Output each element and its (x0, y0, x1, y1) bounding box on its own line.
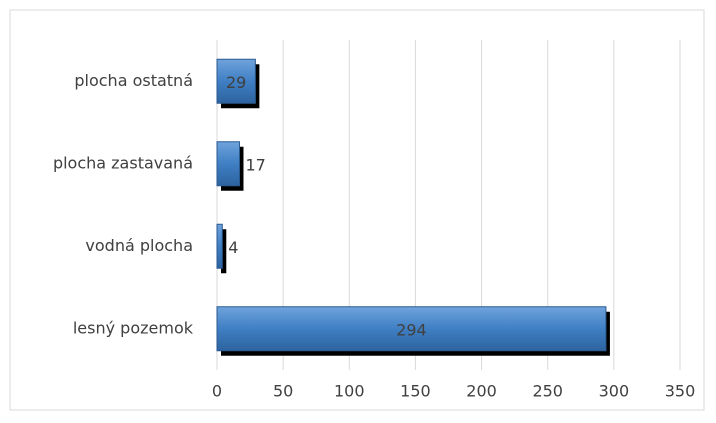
x-tick-label: 200 (466, 382, 497, 401)
x-tick-label: 0 (212, 382, 222, 401)
y-tick-label: vodná plocha (85, 236, 193, 255)
bar (216, 58, 256, 104)
x-tick-label: 50 (273, 382, 293, 401)
bar (216, 223, 223, 269)
data-label: 4 (228, 238, 238, 257)
x-tick-label: 250 (532, 382, 563, 401)
data-label: 294 (396, 320, 427, 339)
x-tick-label: 150 (400, 382, 431, 401)
y-tick-label: plocha ostatná (74, 71, 193, 90)
y-tick-label: plocha zastavaná (53, 153, 193, 172)
x-tick-label: 350 (665, 382, 696, 401)
bar-shadow (221, 229, 227, 274)
bar (216, 306, 607, 352)
y-tick-label: lesný pozemok (73, 318, 194, 337)
data-label: 29 (226, 73, 246, 92)
data-label: 17 (245, 155, 265, 174)
x-tick-label: 300 (599, 382, 630, 401)
x-tick-label: 100 (334, 382, 365, 401)
bar (216, 141, 240, 187)
